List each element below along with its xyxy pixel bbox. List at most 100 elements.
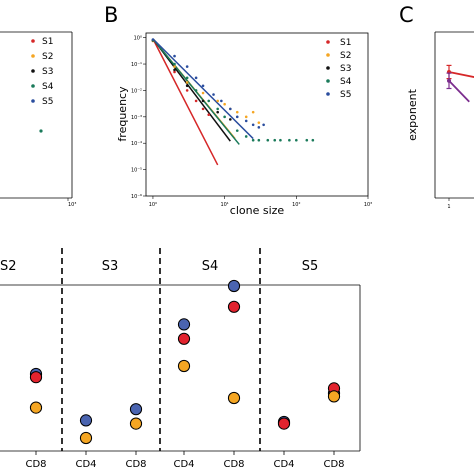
- point-s2: [201, 91, 205, 95]
- fit-line-s5: [152, 38, 254, 140]
- legend-b-label: S4: [340, 77, 352, 87]
- point-s4: [305, 138, 309, 142]
- legend-a-label: S3: [42, 67, 53, 77]
- legend-a-marker: [31, 99, 35, 103]
- panel-d-x-ticks: CD8 CD4 CD8 CD4 CD8 CD4 CD8: [25, 451, 345, 470]
- panel-d-point: [177, 359, 191, 373]
- category-label-cd4: CD4: [173, 459, 194, 470]
- panel-d-point: [227, 391, 241, 405]
- panel-b-y-tick-label: 10⁰: [134, 36, 142, 42]
- legend-b-marker: [326, 40, 330, 44]
- category-label-cd8: CD8: [25, 459, 46, 470]
- panel-b-y-tick-label: 10⁻⁴: [131, 141, 142, 147]
- legend-a-marker: [31, 84, 35, 88]
- legend-b-label: S3: [340, 64, 351, 74]
- panel-c-line: [448, 80, 470, 103]
- legend-b-marker: [326, 79, 330, 83]
- panel-d: S2 S3 S4 S5 CD8 CD4 CD8 CD4 CD8 CD4 CD8: [0, 248, 361, 470]
- point-s4: [173, 62, 176, 66]
- point-s4: [194, 89, 198, 92]
- panel-b-x-tick-label: 10³: [364, 202, 372, 208]
- panel-b-y-tick-label: 10⁻²: [131, 88, 142, 94]
- panel-d-point: [79, 414, 93, 427]
- panel-d-point: [129, 403, 143, 416]
- point-s5: [201, 84, 205, 88]
- point-s3: [173, 68, 176, 72]
- legend-b-label: S5: [340, 90, 351, 100]
- panel-a-legend: S1 S2 S3 S4 S5: [31, 37, 54, 107]
- group-label-s4: S4: [202, 259, 219, 274]
- panel-b: 10⁰ 10¹ 10² 10³ 10⁰ 10⁻¹ 10⁻² 10⁻³ 10⁻⁴ 10⁻⁵ 10⁻⁶…: [116, 32, 372, 217]
- point-s4: [223, 115, 226, 119]
- point-s2: [216, 99, 219, 103]
- point-s2: [257, 121, 261, 124]
- panel-c-point: [447, 78, 451, 83]
- panel-b-y-tick-label: 10⁻¹: [131, 62, 142, 68]
- point-s1: [194, 99, 198, 103]
- panel-d-point: [29, 371, 43, 384]
- panel-a: S1 S2 S3 S4 S5 10³: [0, 31, 76, 208]
- panel-c-ylabel: exponent: [406, 88, 419, 141]
- panel-b-y-ticks: 10⁰ 10⁻¹ 10⁻² 10⁻³ 10⁻⁴ 10⁻⁵ 10⁻⁶: [131, 36, 146, 200]
- panel-a-x-tick-label: 10³: [68, 202, 76, 208]
- legend-b-label: S2: [340, 51, 351, 61]
- panel-b-x-tick-label: 10²: [292, 202, 300, 208]
- panel-b-x-tick-label: 10¹: [220, 202, 228, 208]
- point-s5: [185, 65, 189, 68]
- point-s5: [212, 93, 215, 96]
- point-s1: [207, 113, 211, 117]
- fit-line-s3: [152, 38, 231, 142]
- panel-c-x-tick-label: 1: [447, 204, 450, 210]
- legend-a-label: S2: [42, 52, 53, 62]
- panel-b-legend: S1 S2 S3 S4 S5: [318, 36, 364, 100]
- point-s4: [207, 99, 211, 103]
- point-s1: [201, 107, 205, 111]
- legend-a-marker: [31, 69, 35, 73]
- panel-c: exponent 1: [406, 31, 474, 210]
- point-s5: [244, 119, 248, 123]
- point-s4: [244, 135, 248, 138]
- point-s2: [173, 65, 176, 68]
- point-s1: [173, 70, 176, 74]
- point-s4: [216, 107, 219, 111]
- category-label-cd4: CD4: [273, 459, 294, 470]
- panel-b-xlabel: clone size: [230, 204, 285, 217]
- category-label-cd4: CD4: [75, 459, 96, 470]
- panel-d-point: [29, 401, 43, 414]
- category-label-cd8: CD8: [323, 459, 344, 470]
- category-label-cd8: CD8: [125, 459, 146, 470]
- legend-b-marker: [326, 66, 330, 70]
- panel-b-y-tick-label: 10⁻⁶: [131, 194, 142, 200]
- panel-b-ylabel: frequency: [116, 86, 129, 142]
- point-s5: [262, 123, 265, 127]
- panel-d-point: [227, 279, 241, 293]
- point-s5: [229, 107, 232, 111]
- legend-a-marker: [31, 39, 35, 43]
- point-s2: [185, 81, 189, 84]
- group-label-s3: S3: [102, 259, 119, 274]
- point-s5: [257, 126, 261, 129]
- point-s3: [185, 84, 189, 88]
- point-s3: [201, 99, 205, 103]
- group-label-s5: S5: [302, 259, 319, 274]
- panel-c-lines: [446, 64, 474, 103]
- panel-d-points: [29, 279, 341, 445]
- legend-a-label: S4: [42, 82, 54, 92]
- panel-d-point: [227, 300, 241, 313]
- point-s4: [266, 138, 270, 142]
- point-s3: [216, 110, 219, 114]
- panel-a-points: [39, 129, 69, 201]
- panel-b-points: [151, 38, 315, 142]
- point-s4: [257, 138, 261, 142]
- legend-b-marker: [326, 92, 330, 96]
- point-s5: [251, 123, 255, 127]
- group-label-s2: S2: [0, 259, 17, 274]
- panel-b-x-tick-label: 10⁰: [149, 202, 157, 208]
- point-s1: [185, 89, 189, 92]
- panel-a-point: [39, 129, 43, 133]
- legend-a-label: S1: [42, 37, 53, 47]
- panel-b-y-tick-label: 10⁻⁵: [131, 168, 142, 174]
- panel-d-point: [79, 431, 93, 445]
- point-s5: [194, 76, 198, 80]
